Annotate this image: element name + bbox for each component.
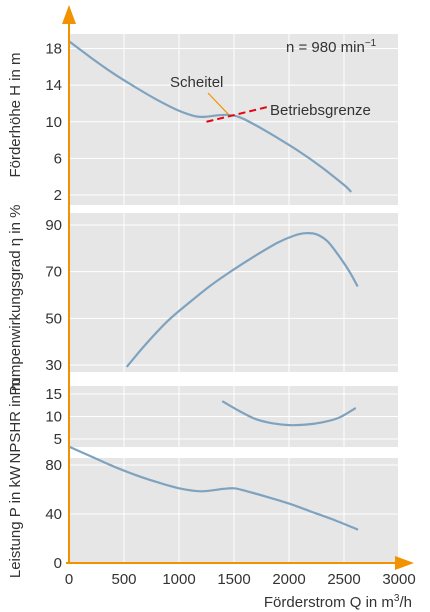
tick-labels: 2 6 10 14 18 30 50 70 90 5 10 15 0 40 80 0 500 1000 1500 20…: [45, 41, 415, 589]
x-tick-label: 500: [111, 571, 136, 588]
x-axis-title-main: Förderstrom Q in m: [264, 594, 394, 611]
orange-axes: [62, 5, 414, 570]
x-tick-label: 3000: [382, 571, 415, 588]
curve-npshr-0: [221, 400, 357, 427]
y-axis-arrow: [62, 5, 76, 24]
x-tick-label: 2000: [272, 571, 305, 588]
y-axis-title-npshr: NPSHR in m: [7, 378, 24, 463]
curve-power-0: [67, 445, 359, 531]
y-tick-label-head: 6: [54, 150, 62, 167]
x-tick-label: 0: [65, 571, 73, 588]
chart-panels: [69, 34, 398, 563]
x-tick-label: 1500: [217, 571, 250, 588]
x-axis-arrow: [395, 556, 414, 570]
chart-curves: [67, 40, 359, 531]
betriebsgrenze-label: Betriebsgrenze: [270, 102, 371, 119]
x-tick-label: 2500: [327, 571, 360, 588]
y-tick-label-npshr: 5: [54, 431, 62, 448]
speed-annotation-sup: −1: [365, 38, 377, 49]
y-tick-label-efficiency: 90: [45, 217, 62, 234]
y-tick-label-head: 18: [45, 41, 62, 58]
y-tick-label-power: 0: [54, 555, 62, 572]
y-tick-label-head: 2: [54, 187, 62, 204]
scheitel-pointer: [207, 92, 229, 115]
y-tick-label-power: 40: [45, 506, 62, 523]
y-tick-label-efficiency: 30: [45, 357, 62, 374]
x-axis-title-tail: /h: [399, 594, 412, 611]
scheitel-label: Scheitel: [170, 74, 223, 91]
y-axis-title-head: Förderhöhe H in m: [7, 52, 24, 177]
speed-annotation: n = 980 min−1: [286, 38, 377, 56]
x-tick-label: 1000: [162, 571, 195, 588]
speed-annotation-main: n = 980 min: [286, 39, 365, 56]
y-tick-label-efficiency: 70: [45, 264, 62, 281]
y-tick-label-npshr: 10: [45, 409, 62, 426]
curve-head-0: [67, 40, 352, 193]
curve-efficiency-0: [126, 232, 359, 368]
y-axis-title-power: Leistung P in kW: [7, 465, 24, 578]
y-tick-label-head: 14: [45, 77, 62, 94]
x-axis-title: Förderstrom Q in m3/h: [264, 593, 412, 611]
y-axis-title-efficiency: Pumpenwirkungsgrad η in %: [7, 205, 24, 396]
y-tick-label-npshr: 15: [45, 386, 62, 403]
y-tick-label-power: 80: [45, 457, 62, 474]
y-tick-label-head: 10: [45, 114, 62, 131]
y-tick-label-efficiency: 50: [45, 310, 62, 327]
x-axis-title-sup: 3: [394, 593, 400, 604]
